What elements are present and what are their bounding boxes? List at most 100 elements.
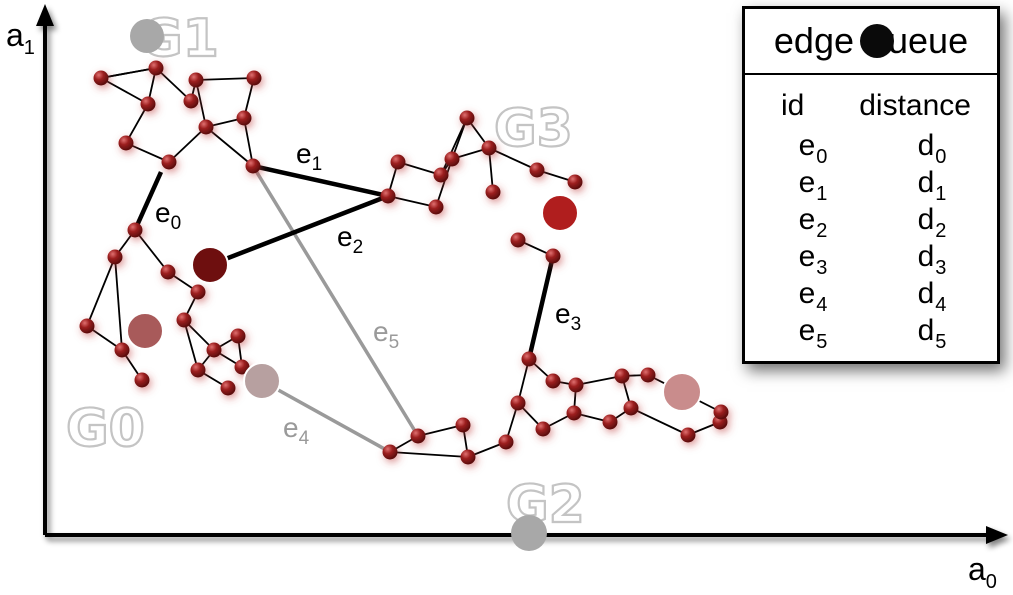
graph-node — [148, 60, 164, 76]
graph-node — [140, 96, 156, 112]
graph-node — [680, 427, 696, 443]
centroid-g2 — [511, 515, 547, 551]
y-axis-label: a1 — [6, 17, 35, 59]
edge-e4 — [261, 379, 391, 454]
graph-node — [568, 377, 584, 393]
graph-node — [198, 119, 214, 135]
graph-edge — [389, 451, 469, 458]
edge-queue-title-left: edge — [773, 20, 854, 61]
graph-node — [236, 110, 252, 126]
graph-edge — [168, 126, 207, 163]
highlighted-nodes — [126, 194, 702, 412]
graph-edge — [630, 407, 689, 436]
graph-edge — [195, 77, 255, 81]
edge-e5 — [251, 165, 420, 437]
edge-distance-cell: d2 — [917, 203, 947, 242]
x-axis-label: a0 — [968, 551, 997, 593]
edge-e2 — [209, 193, 389, 268]
graph-node — [245, 158, 261, 174]
graph-node — [444, 151, 460, 167]
graph-node — [220, 380, 236, 396]
edge-label-e3: e3 — [555, 298, 581, 335]
inter-cluster-edges — [132, 163, 556, 454]
graph-node — [79, 318, 95, 334]
edge-queue-table: edge ueue id distance e0 d0 e1 d1 e2 d2 e3 d3 e4… — [742, 6, 1000, 364]
column-distance: distance — [859, 89, 971, 122]
highlight-node-dark — [191, 246, 229, 284]
graph-node — [134, 372, 150, 388]
edge-label-e0: e0 — [155, 197, 181, 234]
graph-node — [127, 222, 143, 238]
graph-node — [713, 404, 729, 420]
graph-node — [529, 162, 545, 178]
graph-edge — [517, 358, 530, 404]
edge-distance-cell: d3 — [917, 240, 947, 279]
graph-node — [230, 328, 246, 344]
graph-node — [161, 154, 177, 170]
graph-node — [510, 395, 526, 411]
graph-node — [160, 264, 176, 280]
queue-dot-icon — [860, 24, 894, 58]
graph-node — [521, 351, 537, 367]
graph-edge — [435, 158, 453, 208]
graph-edge — [100, 67, 157, 79]
edge-queue-row: e4 d4 — [745, 277, 997, 316]
graph-edge — [387, 195, 437, 208]
edge-label-e4: e4 — [283, 412, 310, 449]
edge-id-cell: e2 — [798, 203, 828, 242]
edge-queue-row: e0 d0 — [745, 129, 997, 168]
highlight-node-red — [541, 194, 579, 232]
graph-node — [433, 167, 449, 183]
x-axis-arrow — [986, 526, 1008, 544]
graph-node — [614, 368, 630, 384]
graph-node — [455, 417, 471, 433]
edge-queue-rows: e0 d0 e1 d1 e2 d2 e3 d3 e4 d4 e5 d5 — [745, 123, 997, 353]
graph-node — [545, 248, 561, 264]
graph-node — [234, 359, 250, 375]
cluster-label-g3: G3 — [494, 99, 573, 159]
graph-node — [410, 428, 426, 444]
graph-node — [114, 342, 130, 358]
edge-label-e1: e1 — [296, 138, 322, 175]
edge-e3 — [526, 255, 556, 360]
graph-node — [206, 342, 222, 358]
edge-id-cell: e5 — [798, 314, 828, 353]
graph-edge — [183, 319, 199, 371]
graph-node — [107, 249, 123, 265]
edge-queue-row: e3 d3 — [745, 240, 997, 279]
edge-id-cell: e0 — [798, 129, 828, 168]
graph-node — [183, 93, 199, 109]
edge-distance-cell: d0 — [917, 129, 947, 168]
edge-queue-row: e1 d1 — [745, 166, 997, 205]
graph-node — [602, 414, 618, 430]
graph-node — [190, 284, 206, 300]
graph-node — [623, 400, 639, 416]
graph-node — [118, 135, 134, 151]
edge-distance-cell: d4 — [917, 277, 947, 316]
graph-edge — [417, 424, 464, 437]
edge-id-cell: e3 — [798, 240, 828, 279]
graph-node — [460, 449, 476, 465]
highlight-node-pale — [243, 362, 281, 400]
graph-edge — [488, 147, 538, 171]
graph-node — [188, 72, 204, 88]
edge-queue-header: id distance — [745, 75, 997, 123]
edge-e1 — [252, 163, 389, 199]
graph-node — [567, 174, 583, 190]
edge-distance-cell: d1 — [917, 166, 947, 205]
graph-node — [176, 312, 192, 328]
graph-edge — [575, 375, 623, 386]
edge-label-e2: e2 — [337, 221, 363, 258]
edge-id-cell: e1 — [798, 166, 828, 205]
highlight-node-medium — [126, 312, 164, 350]
edge-label-e5: e5 — [373, 316, 399, 353]
graph-edge — [155, 67, 192, 102]
graph-node — [535, 421, 551, 437]
graph-node — [190, 362, 206, 378]
graph-node — [380, 188, 396, 204]
graph-node — [545, 373, 561, 389]
edge-queue-row: e5 d5 — [745, 314, 997, 353]
graph-edge — [195, 79, 207, 128]
edge-distance-cell: d5 — [917, 314, 947, 353]
